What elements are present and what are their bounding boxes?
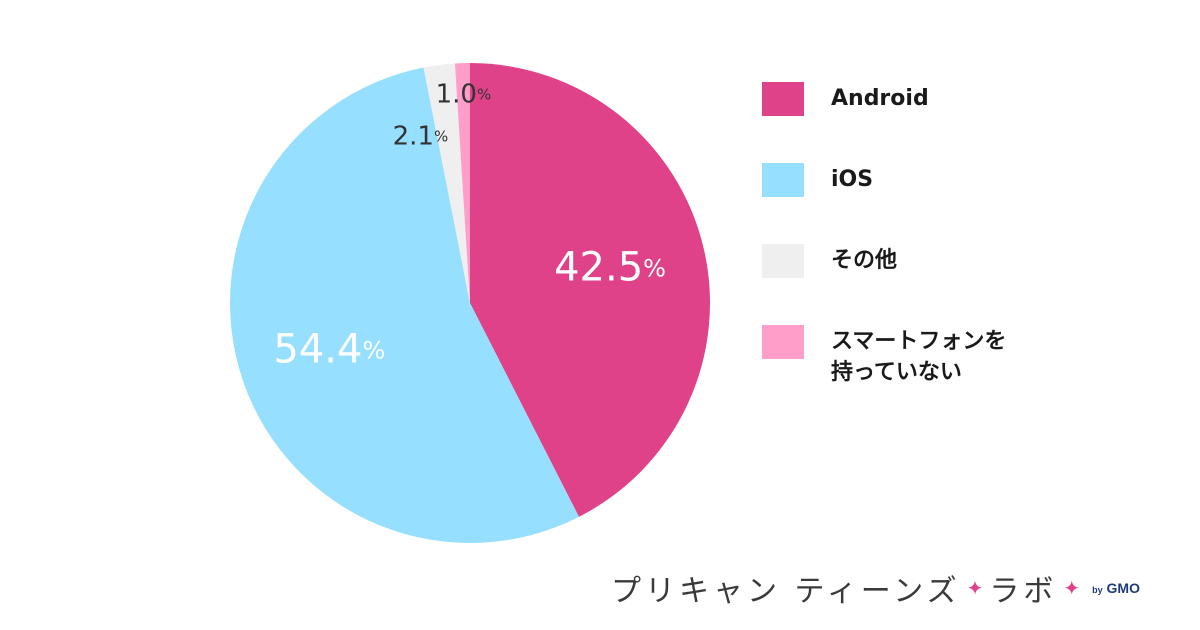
legend-swatch-android: [762, 82, 804, 116]
pie-slice-その他: [423, 63, 470, 303]
legend-item-other: その他: [762, 244, 1082, 278]
brand-text-right: ラボ: [989, 574, 1058, 609]
pie-slice-android: [470, 63, 711, 517]
brand-text-left: プリキャン ティーンズ: [610, 574, 961, 609]
pie-data-label: 42.5%: [554, 244, 666, 290]
chart-legend: Android iOS その他 スマートフォンを持っていない: [762, 82, 1082, 388]
pie-data-label: 2.1%: [393, 121, 449, 151]
legend-label-android: Android: [831, 86, 929, 111]
pie-data-label: 54.4%: [273, 327, 385, 373]
brand-company: GMO: [1106, 580, 1140, 596]
sparkle-icon: ✦: [1063, 576, 1081, 600]
legend-item-android: Android: [762, 82, 1082, 116]
legend-label-no-smartphone: スマートフォンを持っていない: [831, 329, 1007, 385]
pie-data-label: 1.0%: [436, 79, 492, 109]
legend-item-ios: iOS: [762, 163, 1082, 197]
pie-slice-ios: [230, 67, 579, 544]
legend-label-other: その他: [831, 248, 898, 273]
legend-swatch-no-smartphone: [762, 325, 804, 359]
brand-logo: プリキャン ティーンズ ✦ ラボ ✦ by GMO: [611, 566, 1140, 610]
brand-by-gmo: by GMO: [1092, 580, 1140, 596]
pie-slice-スマートフォンを持っていない: [454, 63, 470, 303]
sparkle-icon: ✦: [966, 576, 984, 600]
legend-swatch-other: [762, 244, 804, 278]
legend-label-ios: iOS: [831, 167, 874, 192]
legend-item-no-smartphone: スマートフォンを持っていない: [762, 325, 1082, 388]
legend-swatch-ios: [762, 163, 804, 197]
